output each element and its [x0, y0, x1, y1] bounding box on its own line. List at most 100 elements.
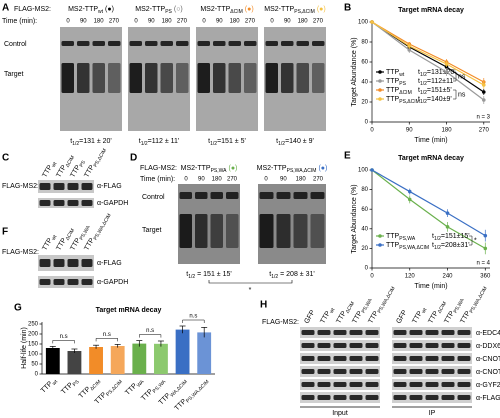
n-label: n = 3: [476, 115, 490, 121]
y-tick-label: 60: [361, 207, 368, 213]
blot-band: [61, 41, 74, 46]
time-point: 90: [148, 19, 155, 25]
data-point: [370, 168, 374, 172]
blot-band: [457, 330, 471, 335]
blot-band: [441, 382, 455, 387]
bar: [132, 343, 147, 374]
half-life: t1/2=140 ± 9': [276, 138, 314, 147]
blot-band: [53, 259, 65, 267]
y-tick-label: 150: [28, 342, 39, 348]
blot-band: [365, 330, 379, 335]
y-tick-label: 0: [365, 266, 369, 272]
text-part: =140 ± 9': [285, 138, 314, 145]
series-line: [371, 169, 486, 249]
time-point: 90: [80, 19, 87, 25]
y-tick-label: 250: [28, 322, 39, 328]
data-point: [407, 48, 412, 52]
blot-band: [457, 356, 471, 361]
blot-band: [409, 356, 423, 361]
subscript: wt: [421, 307, 429, 315]
blot-image: [38, 276, 94, 288]
text-part: MS2-TTP: [264, 6, 294, 13]
blot-band: [457, 343, 471, 348]
text-part: t: [432, 242, 434, 249]
significance-bracket: [453, 71, 457, 82]
legend-swatch: [378, 97, 382, 101]
blot-band: [457, 395, 471, 400]
blot-band: [333, 356, 347, 361]
x-tick-label: TTPPS,WA,ΔCIM: [174, 377, 211, 414]
text-part: t: [418, 87, 420, 94]
blot-band: [145, 41, 158, 46]
y-tick-label: 100: [358, 168, 369, 174]
antibody-label: α-FLAG: [97, 260, 122, 267]
subscript: 1/2: [420, 81, 427, 87]
text-part: t: [432, 233, 434, 240]
x-tick-label: 360: [480, 274, 491, 280]
blot-band: [77, 41, 90, 46]
blot-band: [393, 343, 407, 348]
legend-swatch: [378, 70, 382, 74]
legend-label: TTPwt: [386, 69, 405, 78]
antibody-label: α-GAPDH: [97, 200, 128, 207]
y-tick-label: 200: [28, 332, 39, 338]
blot-band: [81, 279, 93, 285]
y-tick-label: 100: [28, 352, 39, 358]
blot-band: [365, 356, 379, 361]
significance: n.s: [189, 314, 197, 320]
subscript: PS,WA,ΔCIM: [287, 168, 317, 174]
panel-letter: C: [2, 153, 9, 164]
blot-band: [349, 356, 363, 361]
x-tick-label: TTPwt: [40, 376, 60, 396]
time-point: 0: [264, 177, 268, 183]
x-tick-label: 270: [479, 128, 490, 134]
blot-band: [365, 343, 379, 348]
data-point: [444, 62, 449, 66]
blot-band: [393, 330, 407, 335]
blot-band: [441, 369, 455, 374]
blot-band: [197, 41, 210, 46]
data-point: [407, 197, 412, 202]
text-part: (●): [245, 6, 254, 13]
subscript: ΔCIM: [399, 90, 412, 96]
blot-band: [129, 41, 142, 46]
half-life: t1/2=112 ± 11': [139, 138, 180, 147]
blot-band: [265, 41, 278, 46]
blot-band: [228, 63, 241, 93]
significance: *: [249, 287, 252, 294]
lane-label: TTPwt: [319, 305, 337, 326]
blot-band: [176, 63, 189, 93]
blot-band: [441, 395, 455, 400]
blot-band: [409, 369, 423, 374]
blot-band: [259, 192, 274, 199]
row-label: Control: [4, 41, 27, 48]
subscript: PS: [399, 81, 406, 87]
y-tick-label: 0: [365, 120, 369, 126]
chart-title: Target mRNA decay: [398, 155, 464, 162]
subscript: PS,WA,ΔCIM: [377, 286, 397, 315]
y-axis-label: Target Abundance (%): [351, 37, 358, 106]
subscript: 1/2: [420, 99, 427, 105]
blot-band: [365, 369, 379, 374]
blot-band: [349, 382, 363, 387]
subscript: PS,ΔCIM: [93, 148, 108, 169]
blot-band: [92, 63, 105, 93]
text-part: TTP: [386, 96, 400, 103]
text-part: =131 ± 20': [79, 138, 112, 145]
blot-band: [425, 369, 439, 374]
chart-title: Target mRNA decay: [96, 307, 162, 314]
blot-band: [195, 214, 208, 248]
blot-band: [39, 200, 51, 206]
blot-band: [61, 63, 74, 93]
time-point: 0: [184, 177, 188, 183]
half-life: t1/2 = 151 ± 15': [186, 271, 231, 280]
blot-band: [213, 41, 226, 46]
blot-band: [317, 369, 331, 374]
blot-image: [38, 255, 94, 271]
x-tick-label: 0: [370, 128, 374, 134]
blot-band: [425, 343, 439, 348]
legend-half-life: t1/2=131±20': [418, 69, 456, 78]
text-part: GFP: [395, 309, 408, 325]
significance: n.s: [103, 332, 111, 338]
blot-band: [365, 382, 379, 387]
